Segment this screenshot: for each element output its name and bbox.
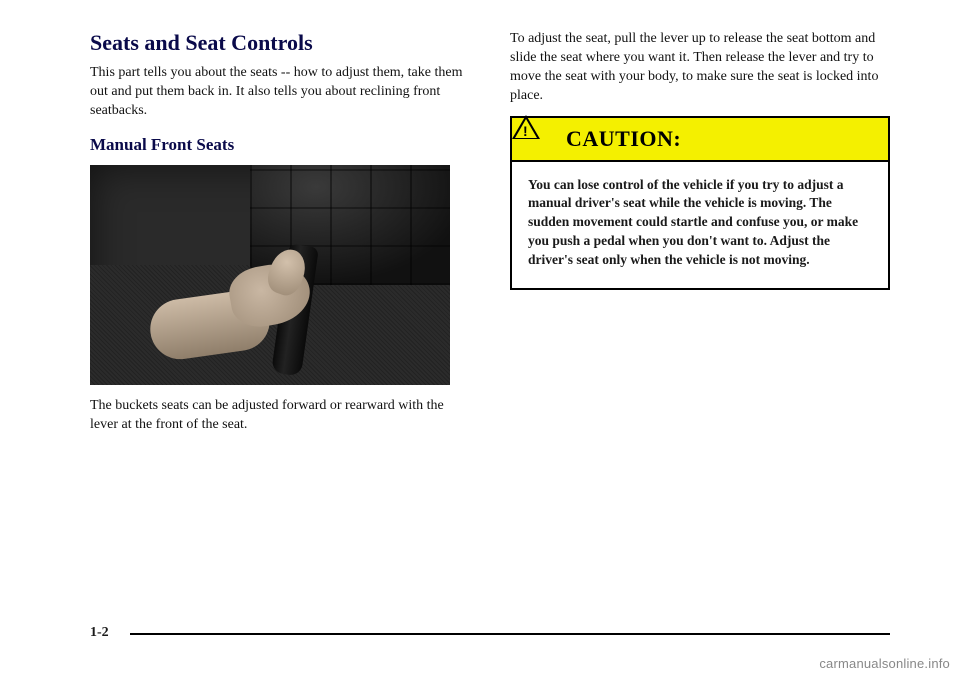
caution-label: CAUTION: [566, 126, 681, 152]
intro-text: This part tells you about the seats -- h… [90, 64, 470, 121]
caution-body-text: You can lose control of the vehicle if y… [512, 162, 888, 288]
caution-box: ! CAUTION: You can lose control of the v… [510, 116, 890, 290]
figure-photo [90, 165, 450, 385]
caution-header: ! CAUTION: [512, 118, 888, 162]
watermark-text: carmanualsonline.info [819, 656, 950, 671]
content-area: Seats and Seat Controls This part tells … [90, 30, 890, 615]
figure-hand [210, 255, 320, 345]
figure-caption: The buckets seats can be adjusted forwar… [90, 397, 470, 435]
right-column: To adjust the seat, pull the lever up to… [510, 30, 890, 615]
warning-triangle-icon: ! [526, 127, 554, 151]
page-number: 1-2 [90, 625, 109, 641]
section-heading: Seats and Seat Controls [90, 30, 470, 56]
left-column: Seats and Seat Controls This part tells … [90, 30, 470, 615]
subsection-heading: Manual Front Seats [90, 135, 470, 155]
manual-page: Seats and Seat Controls This part tells … [0, 0, 960, 675]
page-rule [130, 633, 890, 635]
adjust-instructions: To adjust the seat, pull the lever up to… [510, 30, 890, 106]
